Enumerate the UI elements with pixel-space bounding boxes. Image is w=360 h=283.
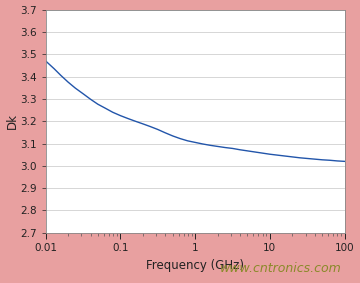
Y-axis label: Dk: Dk: [5, 113, 19, 129]
X-axis label: Frequency (GHz): Frequency (GHz): [146, 259, 244, 272]
Text: www.cntronics.com: www.cntronics.com: [220, 261, 342, 275]
